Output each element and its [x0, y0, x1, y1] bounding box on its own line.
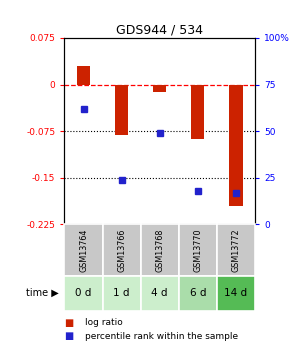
- Text: GSM13768: GSM13768: [155, 228, 164, 272]
- Bar: [77, 66, 90, 85]
- Bar: [141, 276, 179, 310]
- Text: ■: ■: [64, 318, 74, 327]
- Text: time ▶: time ▶: [26, 288, 59, 298]
- Bar: [179, 276, 217, 310]
- Bar: [153, 85, 166, 92]
- Text: ■: ■: [64, 332, 74, 341]
- Bar: [115, 85, 128, 136]
- Text: GSM13764: GSM13764: [79, 228, 88, 272]
- Title: GDS944 / 534: GDS944 / 534: [116, 24, 203, 37]
- Text: 1 d: 1 d: [113, 288, 130, 298]
- Text: GSM13766: GSM13766: [117, 228, 126, 272]
- Text: log ratio: log ratio: [85, 318, 123, 327]
- Bar: [64, 276, 103, 310]
- Bar: [179, 224, 217, 276]
- Bar: [64, 224, 103, 276]
- Bar: [191, 85, 205, 139]
- Text: 6 d: 6 d: [190, 288, 206, 298]
- Bar: [141, 224, 179, 276]
- Text: GSM13772: GSM13772: [231, 228, 240, 272]
- Bar: [229, 85, 243, 206]
- Bar: [103, 224, 141, 276]
- Text: percentile rank within the sample: percentile rank within the sample: [85, 332, 238, 341]
- Bar: [217, 276, 255, 310]
- Bar: [217, 224, 255, 276]
- Text: GSM13770: GSM13770: [193, 228, 202, 272]
- Text: 0 d: 0 d: [75, 288, 92, 298]
- Text: 14 d: 14 d: [224, 288, 247, 298]
- Bar: [103, 276, 141, 310]
- Text: 4 d: 4 d: [151, 288, 168, 298]
